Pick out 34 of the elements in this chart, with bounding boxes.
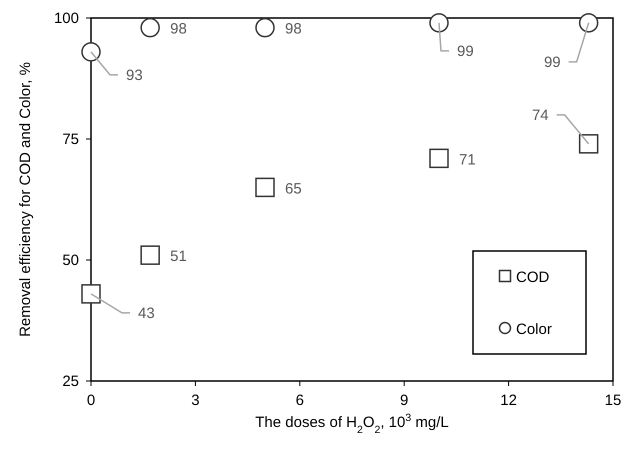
data-label: 93 — [126, 66, 143, 84]
x-tick-label: 0 — [86, 392, 96, 409]
data-label: 99 — [544, 54, 561, 71]
x-tick-label: 15 — [604, 392, 622, 409]
data-label: 43 — [138, 304, 155, 322]
y-tick-label: 50 — [62, 252, 79, 269]
point — [140, 18, 160, 38]
x-axis-title: The doses of H$_{2}$O$_{2}$, 10$^{3}$ mg/L — [255, 412, 449, 436]
point — [81, 284, 101, 304]
point — [429, 13, 449, 33]
point — [429, 148, 449, 168]
data-label: 99 — [457, 42, 474, 60]
y-tick-label: 100 — [54, 10, 79, 27]
legend-label: Color — [516, 321, 552, 338]
x-tick-label: 3 — [191, 392, 200, 409]
x-tick-label: 12 — [500, 392, 517, 409]
point — [255, 18, 275, 38]
point — [255, 178, 275, 198]
point — [140, 245, 160, 265]
data-label: 98 — [285, 20, 302, 38]
data-label: 74 — [532, 106, 549, 124]
data-label: 98 — [170, 20, 187, 38]
y-axis-title: Removal efficiency for COD and Color, % — [17, 62, 34, 337]
point — [578, 13, 598, 33]
x-tick-label: 9 — [400, 392, 408, 409]
y-tick-label: 25 — [62, 373, 79, 390]
data-label: 71 — [459, 151, 476, 168]
data-label: 65 — [285, 180, 302, 198]
point — [578, 134, 598, 154]
point — [81, 42, 101, 62]
data-label: 51 — [170, 248, 187, 266]
y-tick-label: 75 — [62, 131, 79, 148]
legend-label: COD — [516, 269, 550, 286]
x-tick-label: 6 — [296, 392, 304, 409]
